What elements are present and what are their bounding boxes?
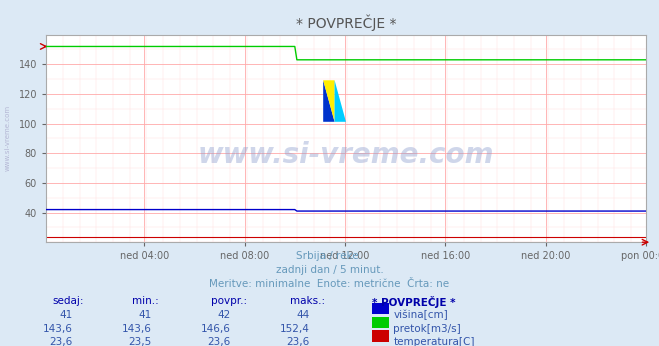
Text: Srbija / reke.: Srbija / reke. bbox=[297, 251, 362, 261]
Text: www.si-vreme.com: www.si-vreme.com bbox=[5, 105, 11, 172]
Text: 152,4: 152,4 bbox=[280, 324, 310, 334]
Text: zadnji dan / 5 minut.: zadnji dan / 5 minut. bbox=[275, 265, 384, 275]
Text: 23,5: 23,5 bbox=[129, 337, 152, 346]
Text: sedaj:: sedaj: bbox=[53, 296, 84, 306]
Text: 146,6: 146,6 bbox=[201, 324, 231, 334]
Text: višina[cm]: višina[cm] bbox=[393, 310, 448, 320]
Text: 44: 44 bbox=[297, 310, 310, 320]
Text: temperatura[C]: temperatura[C] bbox=[393, 337, 475, 346]
Text: * POVPREČJE *: * POVPREČJE * bbox=[372, 296, 456, 308]
Text: 41: 41 bbox=[138, 310, 152, 320]
Text: maks.:: maks.: bbox=[290, 296, 325, 306]
Title: * POVPREČJE *: * POVPREČJE * bbox=[296, 14, 396, 31]
Text: povpr.:: povpr.: bbox=[211, 296, 247, 306]
Text: 23,6: 23,6 bbox=[49, 337, 72, 346]
Text: 41: 41 bbox=[59, 310, 72, 320]
Text: 42: 42 bbox=[217, 310, 231, 320]
Text: 23,6: 23,6 bbox=[208, 337, 231, 346]
Text: www.si-vreme.com: www.si-vreme.com bbox=[198, 141, 494, 169]
Text: 143,6: 143,6 bbox=[122, 324, 152, 334]
Text: 143,6: 143,6 bbox=[43, 324, 72, 334]
Text: 23,6: 23,6 bbox=[287, 337, 310, 346]
Text: min.:: min.: bbox=[132, 296, 159, 306]
Text: Meritve: minimalne  Enote: metrične  Črta: ne: Meritve: minimalne Enote: metrične Črta:… bbox=[210, 279, 449, 289]
Text: pretok[m3/s]: pretok[m3/s] bbox=[393, 324, 461, 334]
